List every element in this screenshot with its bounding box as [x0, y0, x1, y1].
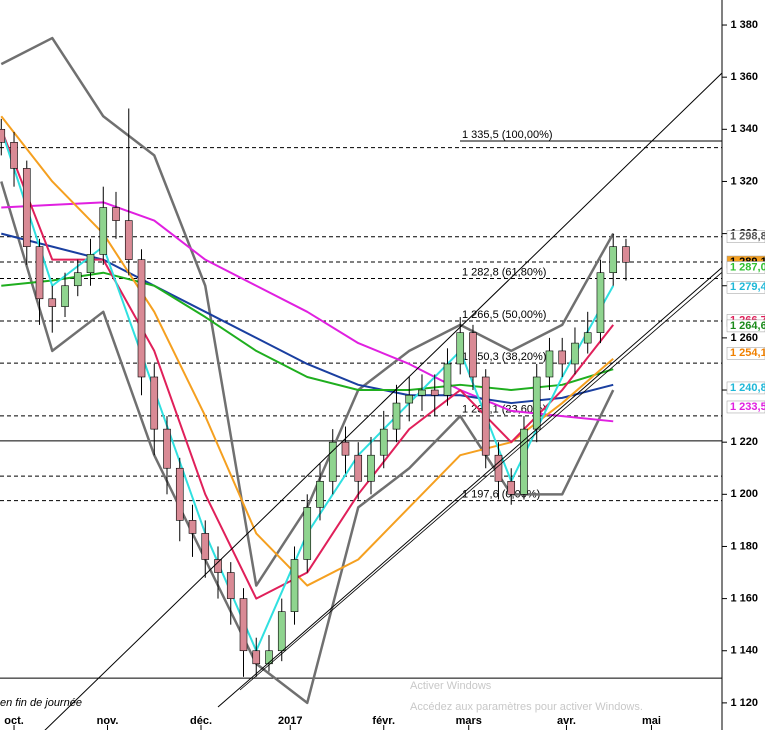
- axis-strip: [722, 0, 765, 730]
- x-tick-label: mars: [456, 715, 482, 727]
- trend-channel: [217, 229, 765, 708]
- fib-label: 1 335,5 (100,00%): [462, 129, 553, 141]
- candle-body: [316, 480, 324, 508]
- candle-body: [558, 350, 567, 365]
- candle-body: [596, 272, 605, 333]
- candle-body: [61, 285, 69, 307]
- candle-body: [124, 220, 133, 260]
- fib-label: 1 250,3 (38,20%): [462, 351, 546, 363]
- y-tick-label: 1 380: [730, 19, 758, 31]
- y-tick-label: 1 260: [730, 332, 758, 344]
- candle-body: [532, 376, 541, 430]
- trend-channel: [44, 72, 723, 730]
- fib-label: 1 266,5 (50,00%): [462, 309, 546, 321]
- price-tag: [726, 347, 765, 360]
- candle-body: [622, 246, 630, 263]
- price-tag-label: 1 287,0: [730, 261, 765, 273]
- y-tick-label: 1 360: [730, 71, 758, 83]
- candle-body: [214, 559, 222, 573]
- price-tag-label: 1 233,5: [730, 401, 765, 413]
- candle-body: [239, 598, 248, 652]
- candle-body: [430, 389, 439, 396]
- fib-label: 1 282,8 (61,80%): [462, 266, 546, 278]
- candle-body: [86, 254, 95, 274]
- watermark-title: Activer Windows: [410, 680, 492, 692]
- candle-body: [35, 246, 44, 300]
- candle-body: [201, 533, 210, 560]
- y-tick-label: 1 180: [730, 540, 758, 552]
- price-tag: [726, 400, 765, 414]
- candle-body: [354, 454, 363, 482]
- candle-body: [99, 207, 108, 255]
- indicator-line: [1, 271, 614, 392]
- price-tag-label: 1 254,1: [730, 347, 765, 359]
- candle-body: [507, 480, 516, 495]
- candle-body: [22, 168, 31, 247]
- candle-body: [481, 376, 490, 456]
- candle-body: [341, 441, 350, 456]
- candle-body: [571, 342, 579, 365]
- x-tick-label: déc.: [190, 715, 212, 727]
- candle-body: [379, 428, 388, 456]
- candle-body: [163, 428, 171, 469]
- candle-body: [175, 467, 184, 521]
- y-tick-label: 1 340: [730, 123, 758, 135]
- y-tick-label: 1 200: [730, 488, 758, 500]
- price-tag: [726, 230, 765, 243]
- candle-body: [150, 376, 159, 430]
- candle-body: [112, 207, 120, 221]
- candle-body: [392, 402, 401, 430]
- candle-body: [277, 611, 286, 652]
- candle-body: [10, 142, 18, 169]
- price-tag: [726, 281, 765, 294]
- candle-body: [290, 559, 299, 612]
- candle-body: [609, 246, 618, 274]
- candle-body: [469, 332, 477, 378]
- price-tag-label: 1 279,4: [730, 281, 765, 293]
- footnote: en fin de journée: [0, 697, 82, 709]
- candle-body: [73, 272, 82, 287]
- price-tag-label: 1 240,8: [730, 382, 765, 394]
- price-tag-label: 1 264,6: [730, 320, 765, 332]
- y-tick-label: 1 140: [730, 645, 758, 657]
- price-tag: [726, 381, 765, 395]
- plot-area: 1 335,5 (100,00%) 1 282,8 (61,80%) 1 266,5…: [0, 36, 722, 705]
- x-tick-label: févr.: [372, 715, 395, 727]
- candle-body: [48, 298, 57, 307]
- candle-body: [188, 520, 197, 534]
- candle-body: [545, 350, 554, 378]
- x-tick-label: 2017: [278, 715, 302, 727]
- x-tick-label: oct.: [4, 715, 24, 727]
- y-tick-label: 1 320: [730, 175, 758, 187]
- candle-body: [303, 507, 312, 560]
- x-tick-label: nov.: [97, 715, 119, 727]
- candle-body: [443, 363, 452, 396]
- candle-body: [137, 259, 146, 378]
- candle-body: [265, 650, 273, 665]
- candle-body: [0, 129, 6, 143]
- candle-body: [418, 389, 426, 396]
- x-tick-label: avr.: [557, 715, 576, 727]
- candle-body: [226, 572, 235, 599]
- watermark-text: Accédez aux paramètres pour activer Wind…: [410, 701, 643, 713]
- x-tick-label: mai: [642, 715, 661, 727]
- price-tag: [726, 261, 765, 274]
- candle-body: [252, 650, 261, 665]
- y-tick-label: 1 120: [730, 697, 758, 709]
- candle-body: [583, 332, 592, 344]
- candle-body: [494, 454, 503, 482]
- y-tick-label: 1 160: [730, 593, 758, 605]
- candle-body: [456, 332, 465, 365]
- candle-body: [520, 428, 528, 495]
- y-tick-label: 1 220: [730, 436, 758, 448]
- candle-body: [367, 454, 375, 482]
- price-tag-label: 1 298,8: [730, 231, 765, 243]
- candle-body: [328, 441, 337, 482]
- candle-body: [405, 394, 414, 404]
- price-tag: [726, 319, 765, 333]
- trend-channel: [239, 234, 765, 691]
